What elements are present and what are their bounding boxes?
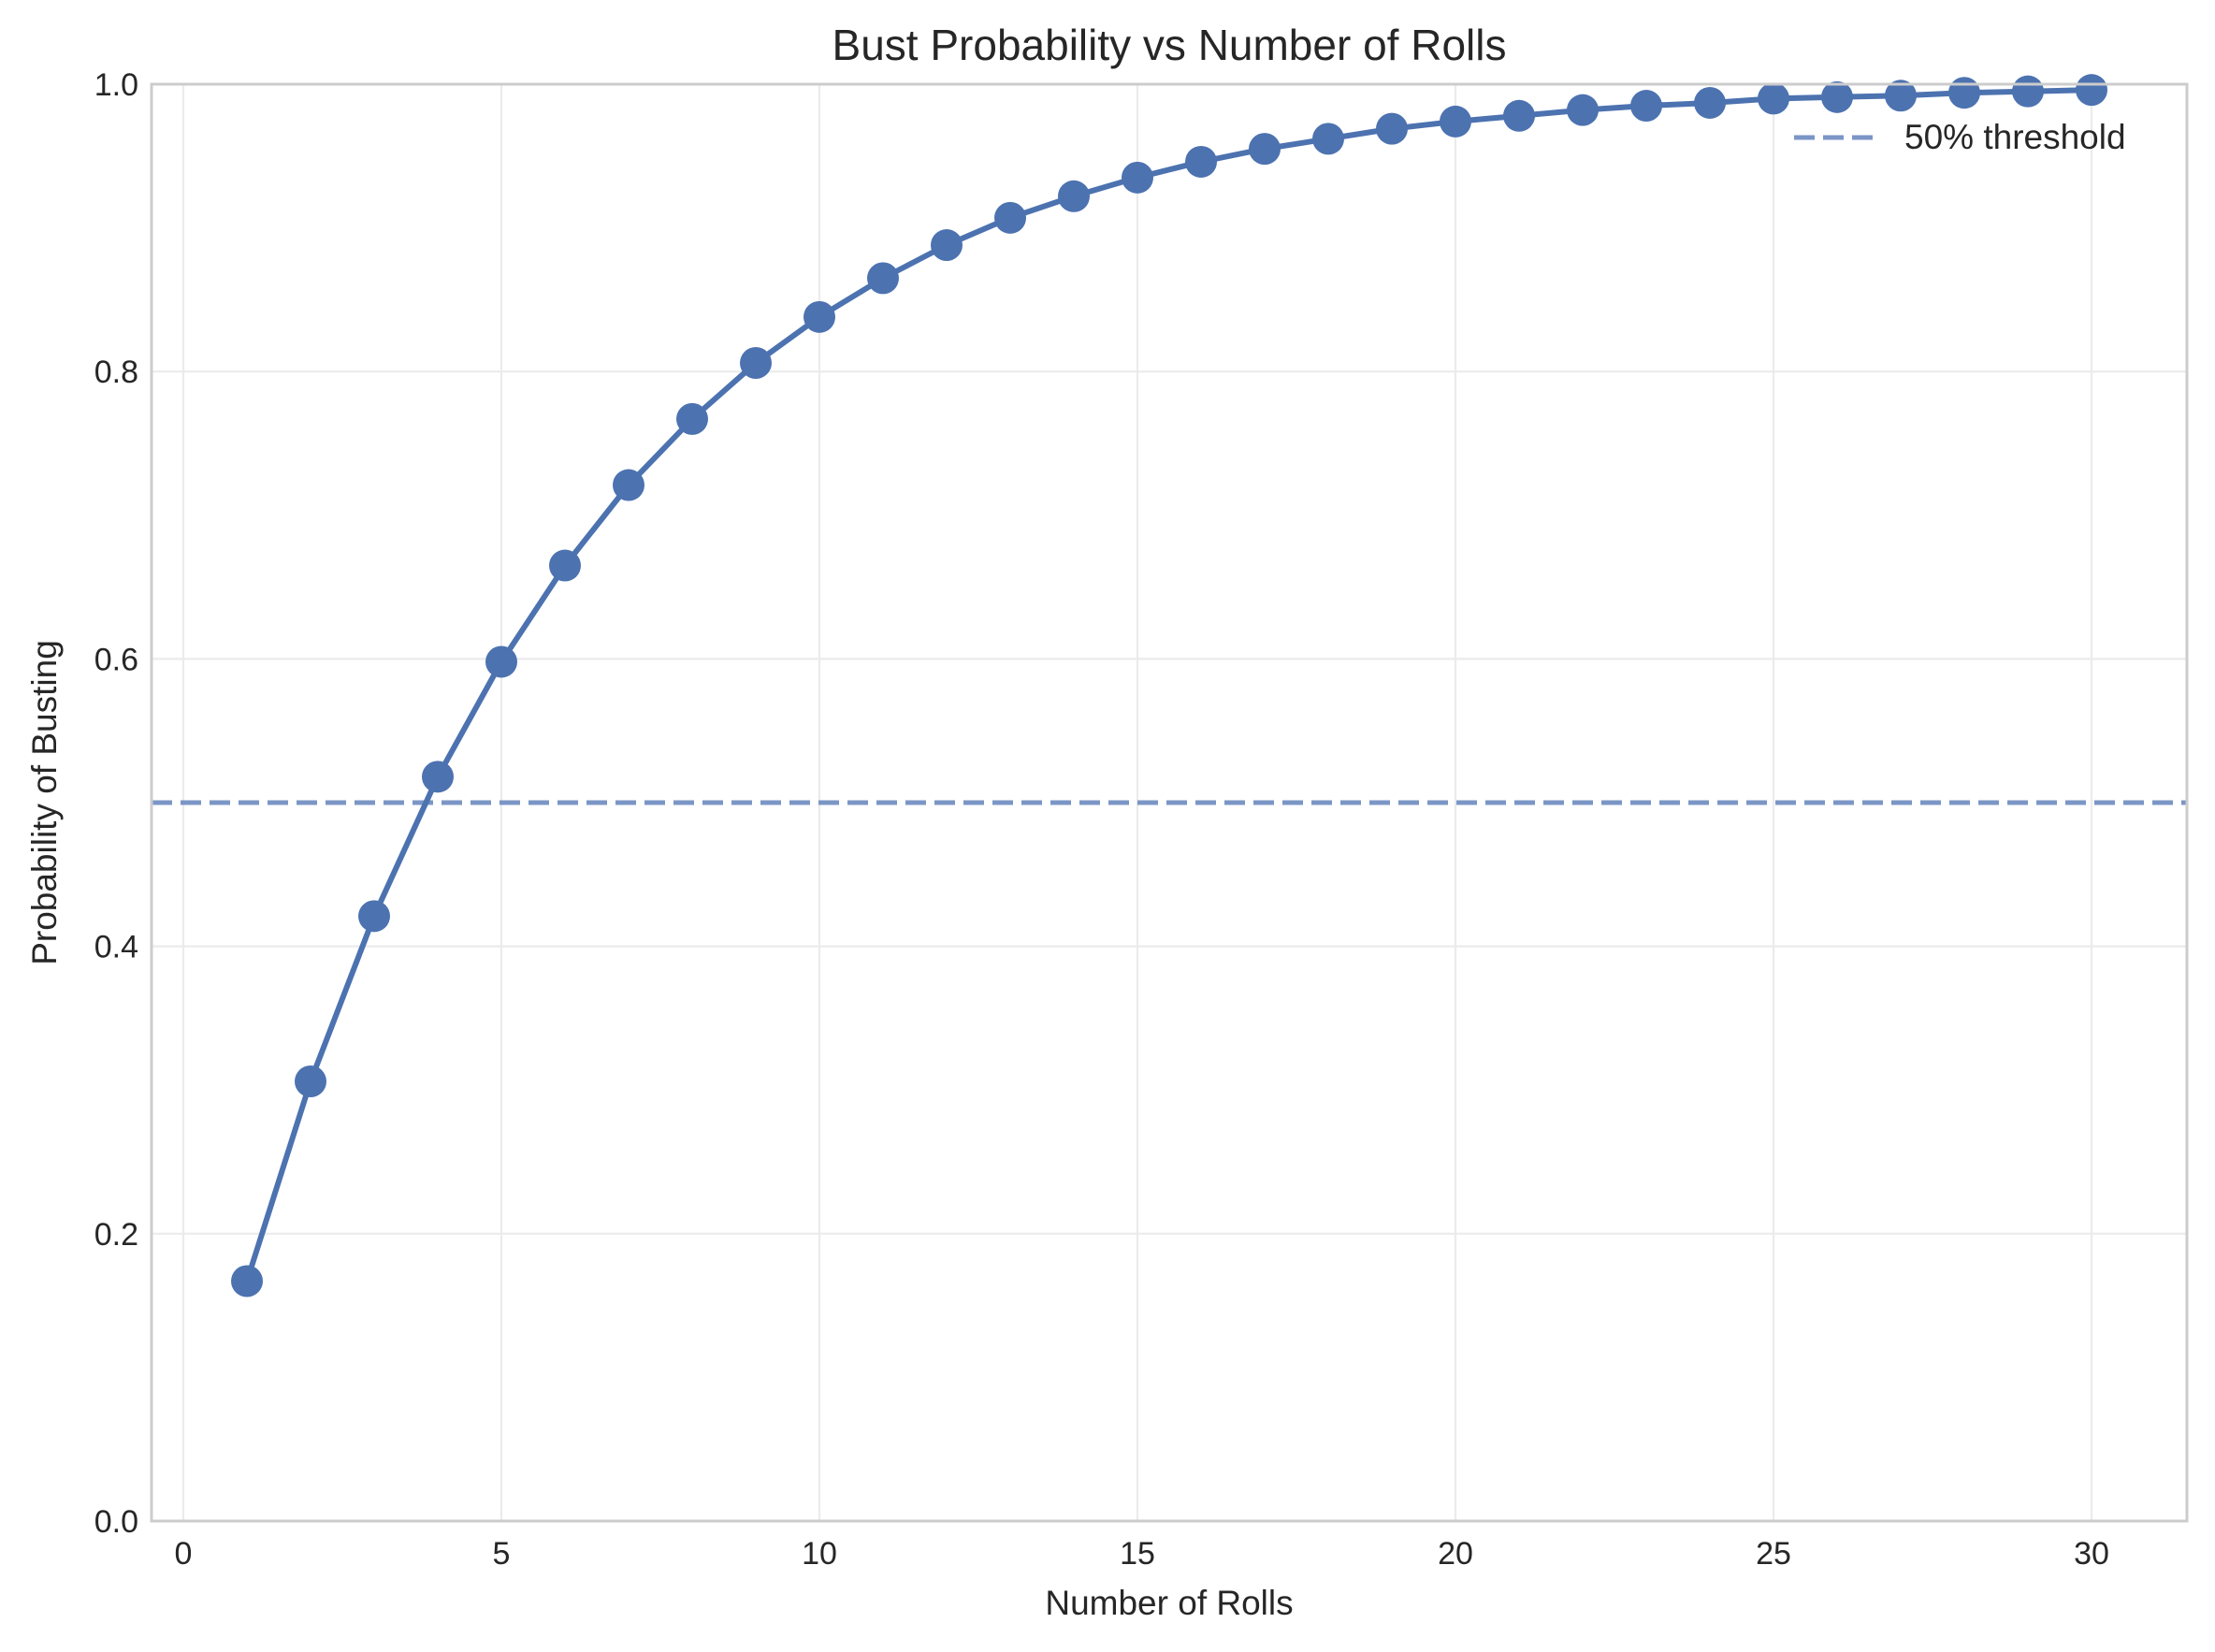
y-tick-label-4: 0.8 (94, 355, 138, 390)
data-point-29 (2012, 75, 2044, 108)
data-point-20 (1440, 105, 1471, 138)
data-point-9 (740, 346, 772, 379)
data-point-21 (1503, 99, 1535, 132)
data-point-27 (1885, 80, 1917, 112)
data-point-28 (1948, 77, 1980, 109)
data-point-22 (1567, 94, 1599, 126)
plot-frame (150, 82, 2189, 1523)
y-tick-label-0: 0.0 (94, 1504, 138, 1540)
data-point-18 (1312, 123, 1344, 155)
legend-label: 50% threshold (1904, 118, 2126, 156)
data-point-13 (994, 201, 1026, 234)
x-axis-label: Number of Rolls (1045, 1584, 1293, 1622)
data-point-17 (1249, 133, 1281, 166)
data-point-12 (931, 229, 963, 262)
x-tick-label-6: 30 (2074, 1536, 2109, 1572)
x-tick-label-5: 25 (1756, 1536, 1791, 1572)
x-tick-label-3: 15 (1120, 1536, 1155, 1572)
x-tick-label-0: 0 (175, 1536, 193, 1572)
data-point-15 (1122, 161, 1153, 194)
data-point-5 (485, 645, 517, 678)
data-point-16 (1185, 145, 1217, 178)
data-point-30 (2076, 74, 2107, 107)
x-tick-label-2: 10 (802, 1536, 837, 1572)
data-point-1 (231, 1265, 263, 1297)
y-tick-label-3: 0.6 (94, 642, 138, 677)
data-point-23 (1630, 90, 1662, 123)
y-tick-label-2: 0.4 (94, 930, 138, 965)
y-tick-label-5: 1.0 (94, 67, 138, 103)
data-point-14 (1058, 180, 1090, 212)
x-tick-label-4: 20 (1438, 1536, 1473, 1572)
data-point-11 (867, 262, 899, 295)
data-point-25 (1758, 82, 1789, 115)
data-point-26 (1821, 80, 1853, 113)
data-point-24 (1694, 86, 1726, 119)
data-point-10 (803, 300, 835, 333)
legend: 50% threshold (1794, 118, 2126, 156)
data-point-7 (613, 469, 644, 501)
data-point-8 (676, 402, 708, 435)
y-tick-label-1: 0.2 (94, 1217, 138, 1253)
data-point-4 (422, 761, 454, 793)
data-point-6 (549, 549, 581, 582)
tick-label-layer: 0 5 10 15 20 25 30 0.0 0.2 0.4 0.6 0.8 1.0 (94, 67, 2109, 1572)
data-point-19 (1376, 112, 1408, 145)
data-point-3 (358, 900, 390, 933)
y-axis-label: Probability of Busting (25, 640, 64, 965)
chart-title: Bust Probability vs Number of Rolls (832, 21, 1507, 69)
data-point-2 (295, 1065, 326, 1097)
series-layer (231, 74, 2107, 1297)
x-tick-label-1: 5 (493, 1536, 511, 1572)
